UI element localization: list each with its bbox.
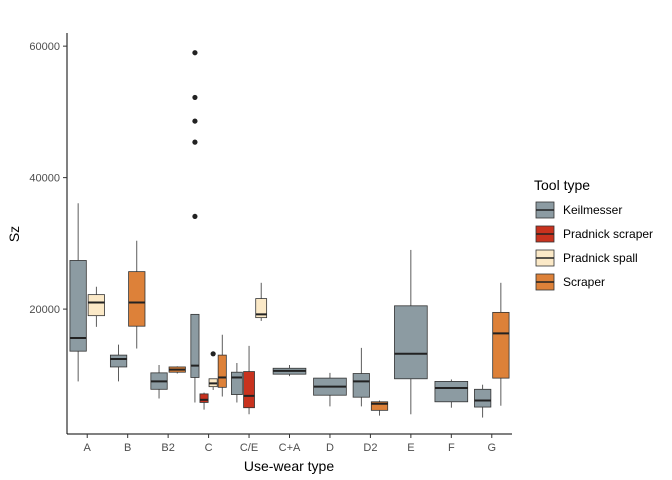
box-iqr: [199, 393, 209, 403]
box-b-keilmesser: [109, 344, 128, 382]
legend-item-pradnick-scraper: Pradnick scraper: [535, 225, 653, 243]
y-axis-ticks: 20000 40000 60000: [29, 41, 67, 316]
box-a-keilmesser: [69, 203, 87, 382]
box-iqr: [370, 401, 389, 411]
box-iqr: [190, 313, 200, 378]
box-iqr: [128, 271, 146, 327]
box-d2-scraper: [370, 400, 389, 416]
box-c-pradnick-spall: [208, 351, 218, 390]
legend-item-scraper: Scraper: [535, 273, 605, 291]
box-iqr: [231, 371, 243, 395]
box-iqr: [492, 311, 510, 379]
legend-title: Tool type: [534, 177, 590, 193]
box-g-scraper: [492, 282, 510, 406]
box-iqr: [352, 373, 370, 398]
box-iqr: [255, 298, 268, 319]
legend-label: Pradnick scraper: [563, 227, 653, 241]
legend-item-pradnick-spall: Pradnick spall: [535, 249, 638, 267]
x-tick-label: B2: [161, 442, 174, 454]
legend-item-keilmesser: Keilmesser: [535, 201, 622, 219]
y-tick-label: 20000: [29, 304, 60, 316]
box-c-e-pradnick-scraper: [243, 345, 255, 415]
outlier-point: [192, 118, 198, 124]
x-tick-label: C+A: [279, 442, 301, 454]
box-c-a-keilmesser: [272, 364, 307, 377]
x-tick-label: A: [84, 442, 92, 454]
legend-label: Scraper: [563, 275, 605, 289]
y-tick-label: 40000: [29, 173, 60, 185]
outlier-point: [192, 50, 198, 56]
box-c-pradnick-scraper: [199, 392, 209, 410]
legend: Tool type Keilmesser Pradnick scraper Prad…: [534, 177, 653, 291]
outlier-point: [192, 213, 198, 220]
box-iqr: [109, 354, 128, 368]
legend-items: Keilmesser Pradnick scraper Pradnick spall…: [535, 201, 653, 291]
outlier-point: [192, 139, 198, 145]
box-g-keilmesser: [474, 384, 492, 418]
x-axis-title: Use-wear type: [244, 458, 334, 474]
box-c-scraper: [217, 334, 227, 397]
y-axis-title: Sz: [6, 226, 22, 242]
outlier-point: [210, 351, 216, 357]
box-iqr: [394, 305, 428, 380]
box-b2-scraper: [168, 366, 186, 374]
box-d2-keilmesser: [352, 347, 370, 407]
box-iqr: [434, 381, 469, 403]
x-tick-label: D2: [363, 442, 377, 454]
box-a-pradnick-spall: [87, 286, 105, 327]
x-tick-label: F: [448, 442, 455, 454]
y-tick-label: 60000: [29, 41, 60, 53]
legend-label: Keilmesser: [563, 203, 622, 217]
box-f-keilmesser: [434, 379, 469, 408]
legend-label: Pradnick spall: [563, 251, 638, 265]
box-iqr: [87, 294, 105, 317]
box-b-scraper: [128, 240, 146, 349]
box-b2-keilmesser: [150, 364, 168, 399]
plot-area: [69, 50, 510, 418]
x-tick-label: C/E: [240, 442, 258, 454]
box-iqr: [243, 371, 255, 409]
x-tick-label: B: [124, 442, 131, 454]
box-d-keilmesser: [313, 372, 347, 407]
x-tick-label: C: [205, 442, 213, 454]
x-axis-ticks: A B B2 C C/E C+A D D2 E F G: [84, 434, 496, 454]
box-iqr: [217, 354, 227, 388]
box-c-keilmesser: [190, 50, 200, 403]
outlier-point: [192, 94, 198, 101]
x-tick-label: D: [326, 442, 334, 454]
box-iqr: [474, 388, 492, 408]
box-iqr: [69, 260, 87, 352]
box-c-e-pradnick-spall: [255, 282, 268, 321]
box-e-keilmesser: [394, 249, 428, 415]
x-tick-label: G: [487, 442, 496, 454]
box-c-e-keilmesser: [231, 363, 243, 403]
x-tick-label: E: [407, 442, 414, 454]
